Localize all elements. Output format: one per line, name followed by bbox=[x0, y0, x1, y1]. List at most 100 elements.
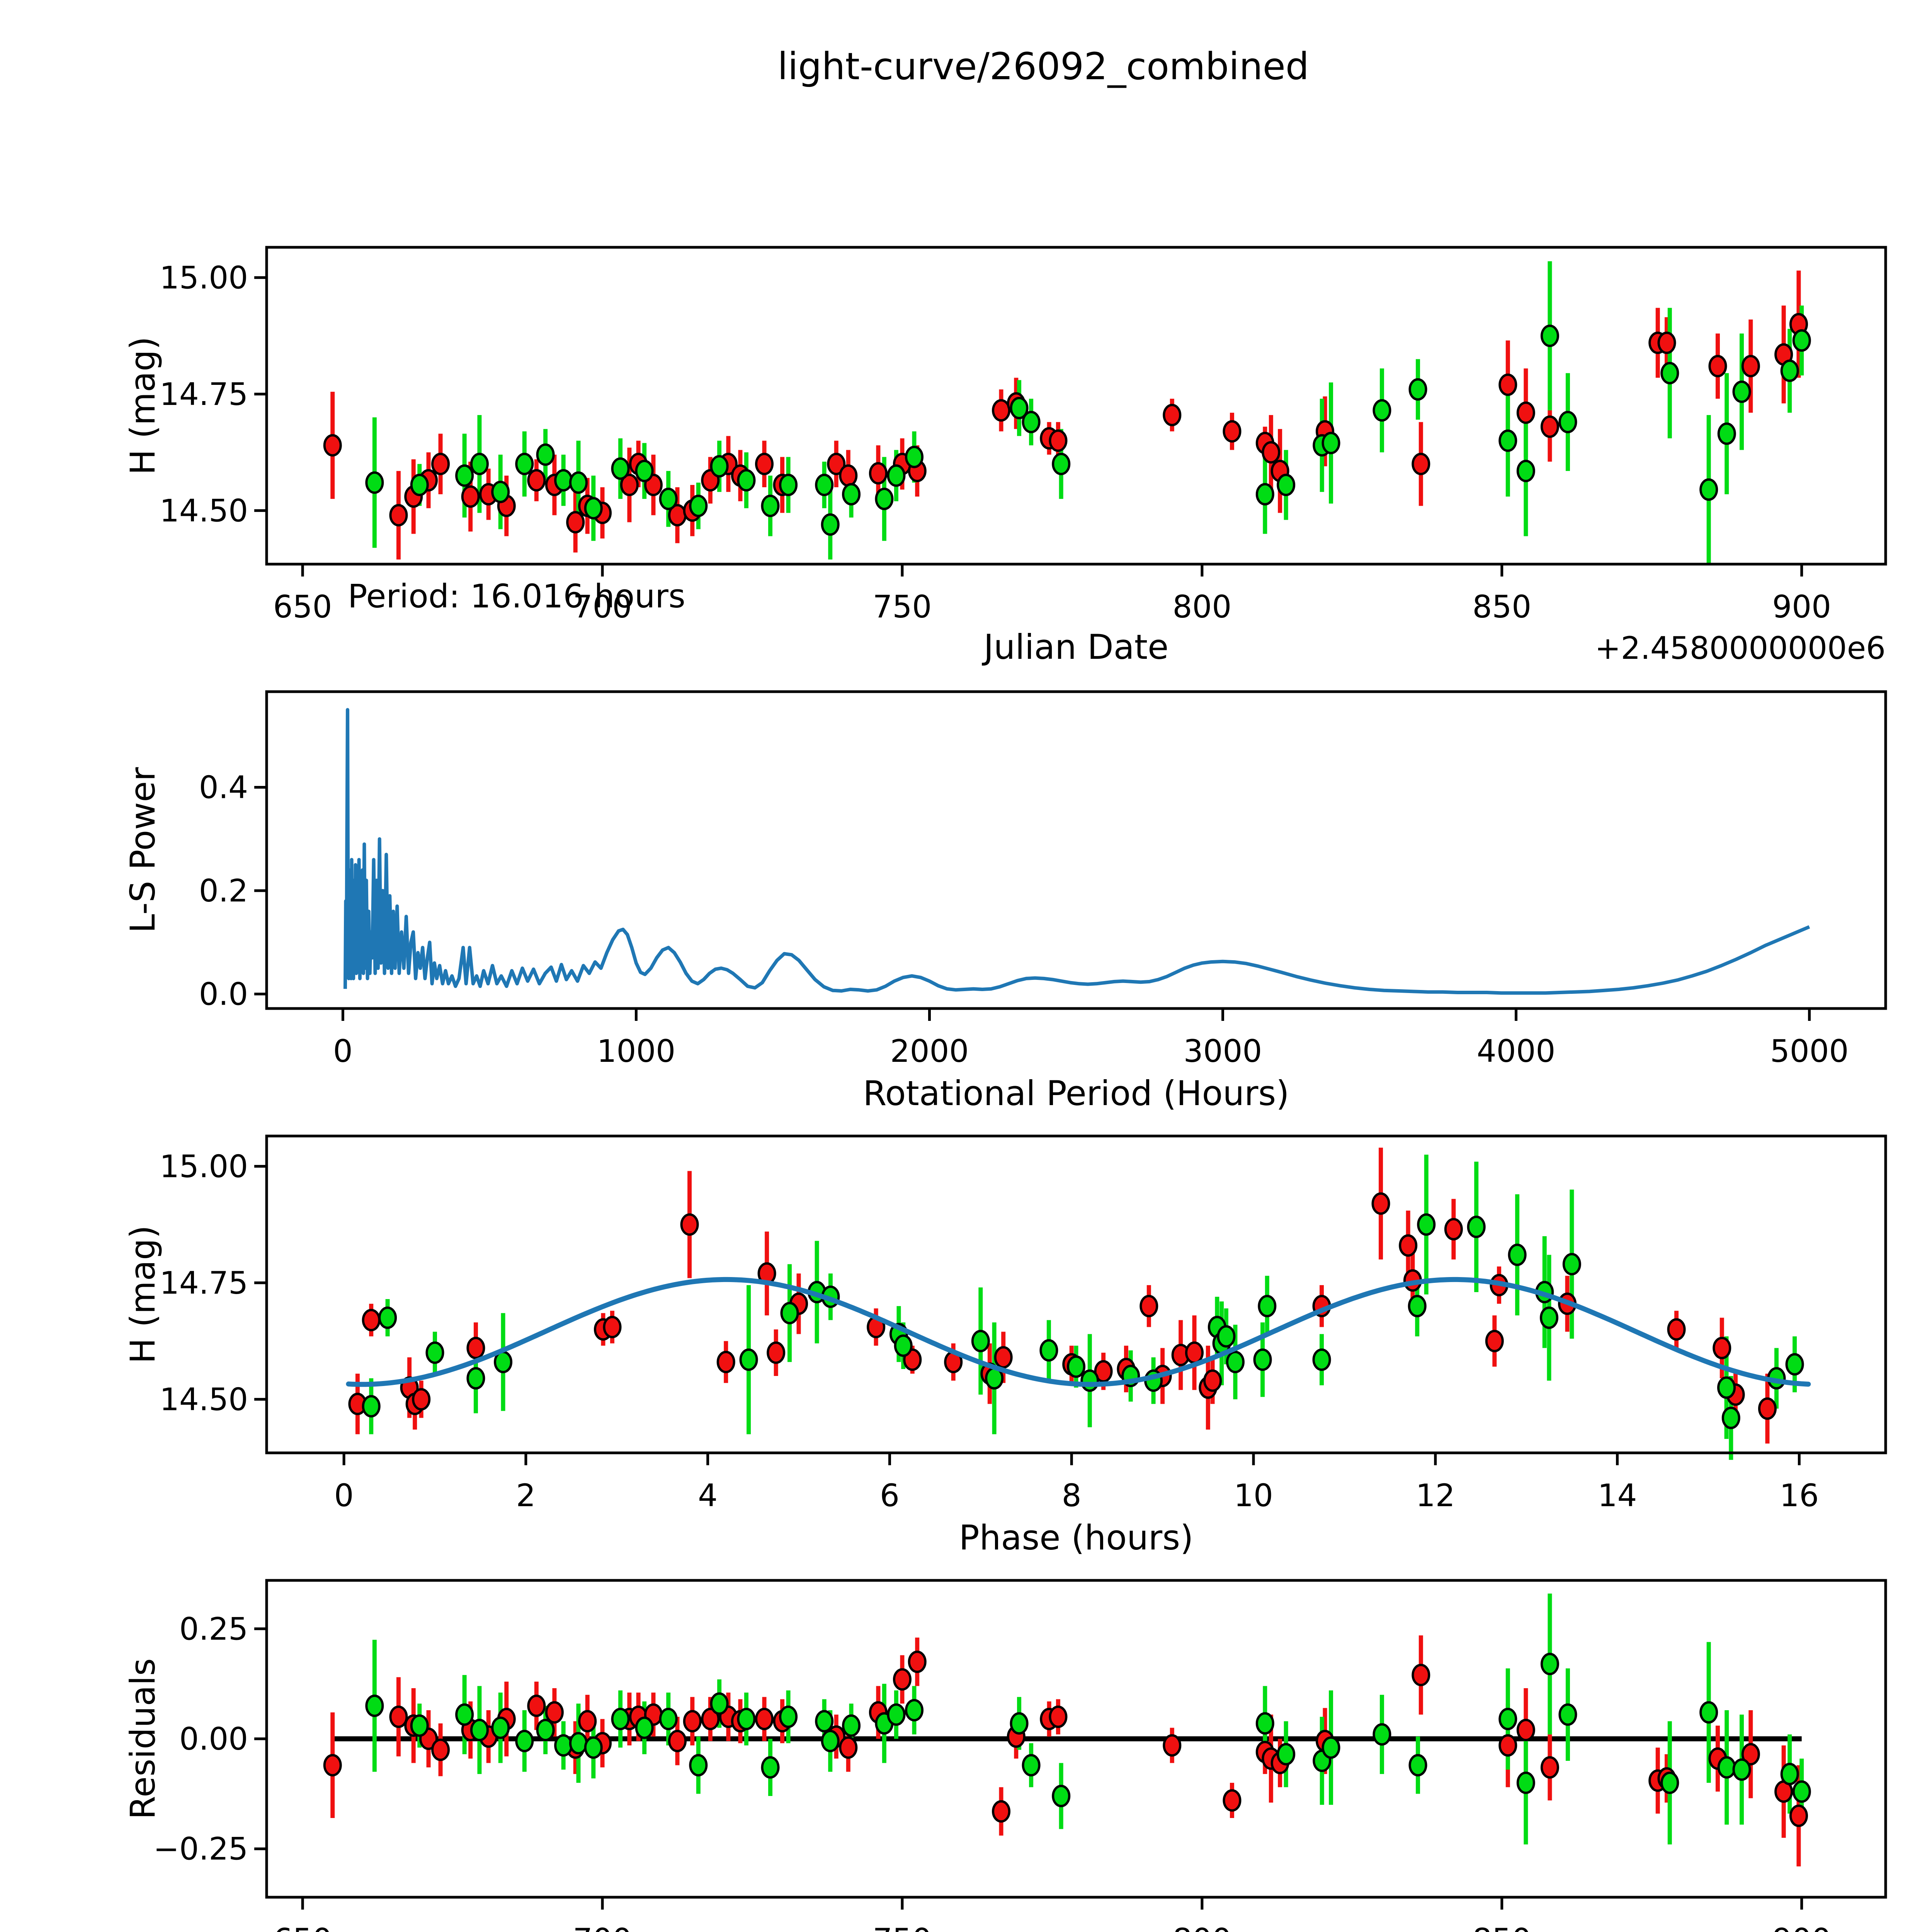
dataset-green-marker bbox=[554, 469, 573, 492]
dataset-red-marker bbox=[716, 1350, 735, 1373]
dataset-green-marker bbox=[635, 459, 654, 482]
dataset-green-marker bbox=[365, 1694, 384, 1717]
phase-folded-panel: 0 2 4 6 8 10 12 14 16 14.50 14.75 15.00 bbox=[160, 1134, 1887, 1514]
dataset-green-marker bbox=[362, 1395, 381, 1418]
dataset-red-marker bbox=[755, 1708, 774, 1730]
dataset-red-marker bbox=[1412, 452, 1430, 475]
dataset-red-marker bbox=[1412, 1663, 1430, 1686]
dataset-green-marker bbox=[1217, 1325, 1236, 1348]
jd-panel-axis-offset: +2.4580000000e6 bbox=[1595, 630, 1886, 666]
dataset-red-marker bbox=[1163, 404, 1182, 427]
dataset-red-marker bbox=[1741, 355, 1760, 378]
dataset-green-marker bbox=[842, 1714, 861, 1737]
dataset-green-marker bbox=[1067, 1355, 1085, 1378]
dataset-green-marker bbox=[894, 1334, 913, 1357]
dataset-green-marker bbox=[365, 471, 384, 494]
x-tick-label: 750 bbox=[873, 1922, 932, 1932]
x-tick-label: 750 bbox=[873, 589, 932, 625]
dataset-green-marker bbox=[584, 497, 603, 520]
dataset-red-marker bbox=[908, 1650, 927, 1673]
dataset-green-marker bbox=[905, 446, 923, 468]
dataset-red-marker bbox=[869, 462, 888, 485]
dataset-green-marker bbox=[611, 457, 630, 480]
x-tick-label: 800 bbox=[1173, 589, 1232, 625]
dataset-red-marker bbox=[431, 452, 450, 475]
dataset-green-marker bbox=[1717, 1756, 1736, 1779]
dataset-red-marker bbox=[323, 1754, 342, 1777]
dataset-red-marker bbox=[992, 399, 1011, 422]
dataset-green-marker bbox=[569, 1732, 588, 1755]
x-tick-label: 16 bbox=[1779, 1478, 1819, 1514]
dataset-red-marker bbox=[893, 1668, 912, 1691]
dataset-green-marker bbox=[1699, 1701, 1718, 1724]
dataset-red-marker bbox=[389, 504, 408, 527]
x-tick-label: 4 bbox=[698, 1478, 718, 1514]
dataset-red-marker bbox=[994, 1346, 1013, 1369]
dataset-green-marker bbox=[470, 1719, 489, 1742]
dataset-green-marker bbox=[1417, 1213, 1436, 1236]
dataset-red-marker bbox=[680, 1213, 699, 1236]
dataset-green-marker bbox=[1699, 478, 1718, 501]
y-tick-label: 0.4 bbox=[199, 769, 248, 805]
x-tick-label: 0 bbox=[333, 1033, 353, 1069]
x-tick-label: 2000 bbox=[890, 1033, 969, 1069]
periodogram-ylabel: L-S Power bbox=[123, 767, 163, 933]
x-tick-label: 850 bbox=[1472, 1922, 1531, 1932]
dataset-red-marker bbox=[1741, 1743, 1760, 1765]
dataset-red-marker bbox=[412, 1388, 431, 1411]
dataset-red-marker bbox=[992, 1800, 1011, 1823]
dataset-red-marker bbox=[1371, 1192, 1390, 1215]
dataset-red-marker bbox=[431, 1738, 450, 1761]
x-tick-label: 6 bbox=[880, 1478, 900, 1514]
y-tick-label: 14.75 bbox=[160, 1265, 248, 1301]
period-annotation: Period: 16.016 hours bbox=[348, 577, 685, 615]
dataset-green-marker bbox=[1717, 1376, 1736, 1399]
dataset-green-marker bbox=[1660, 1771, 1679, 1794]
dataset-green-marker bbox=[410, 474, 429, 496]
dataset-green-marker bbox=[536, 443, 555, 466]
dataset-green-marker bbox=[1785, 1353, 1804, 1376]
dataset-green-marker bbox=[815, 1710, 834, 1733]
dataset-red-marker bbox=[389, 1706, 408, 1728]
dataset-red-marker bbox=[1498, 373, 1517, 396]
dataset-green-marker bbox=[815, 474, 834, 496]
dataset-green-marker bbox=[491, 481, 510, 503]
x-tick-label: 1000 bbox=[597, 1033, 676, 1069]
periodogram-curve bbox=[343, 708, 1810, 995]
x-tick-label: 14 bbox=[1598, 1478, 1637, 1514]
dataset-green-marker bbox=[1780, 359, 1799, 382]
y-tick-label: −0.25 bbox=[153, 1831, 248, 1867]
dataset-green-marker bbox=[1498, 1708, 1517, 1730]
dataset-green-marker bbox=[1255, 1712, 1274, 1735]
dataset-red-marker bbox=[1139, 1295, 1158, 1318]
dataset-red-marker bbox=[1516, 1719, 1535, 1742]
x-tick-label: 700 bbox=[573, 589, 632, 625]
dataset-red-marker bbox=[1223, 420, 1242, 443]
dataset-green-marker bbox=[659, 488, 678, 510]
dataset-red-marker bbox=[827, 452, 846, 475]
dataset-green-marker bbox=[1258, 1295, 1277, 1318]
dataset-red-marker bbox=[1713, 1337, 1731, 1359]
jd-light-curve-panel: 650 700 750 800 850 900 14.50 14.75 15.00 bbox=[160, 246, 1887, 625]
residuals-ylabel: Residuals bbox=[123, 1658, 163, 1819]
dataset-green-marker bbox=[1732, 1758, 1751, 1781]
dataset-green-marker bbox=[780, 1302, 799, 1325]
x-tick-label: 10 bbox=[1234, 1478, 1273, 1514]
dataset-green-marker bbox=[635, 1716, 654, 1739]
dataset-green-marker bbox=[470, 452, 489, 475]
dataset-green-marker bbox=[491, 1716, 510, 1739]
x-tick-label: 3000 bbox=[1184, 1033, 1262, 1069]
dataset-green-marker bbox=[821, 1730, 840, 1752]
dataset-red-marker bbox=[1094, 1360, 1113, 1383]
dataset-red-marker bbox=[668, 1730, 687, 1752]
dataset-green-marker bbox=[1562, 1253, 1581, 1276]
dataset-green-marker bbox=[887, 1703, 906, 1726]
dataset-red-marker bbox=[1444, 1218, 1463, 1241]
dataset-green-marker bbox=[1732, 380, 1751, 403]
dataset-red-marker bbox=[1789, 1804, 1808, 1827]
dataset-green-marker bbox=[1792, 329, 1811, 352]
x-tick-label: 12 bbox=[1416, 1478, 1455, 1514]
dataset-green-marker bbox=[739, 1348, 758, 1371]
dataset-red-marker bbox=[566, 511, 585, 534]
